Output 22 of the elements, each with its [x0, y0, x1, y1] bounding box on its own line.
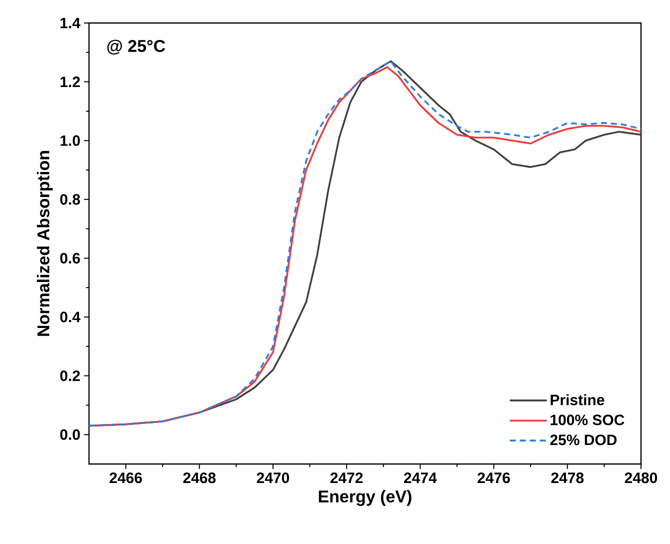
x-tick-label: 2472: [330, 472, 363, 483]
x-tick-label: 2470: [256, 472, 290, 484]
y-tick-label: 0.4: [60, 312, 80, 322]
y-tick-label: 0.0: [60, 429, 80, 440]
x-tick-label: 2480: [624, 472, 658, 484]
x-tick-label: 2474: [404, 472, 437, 483]
y-tick-label: 0.6: [60, 252, 80, 264]
x-tick-label: 2478: [551, 472, 584, 484]
annotation: @ 25°C: [107, 40, 166, 55]
legend-label: Pristine: [550, 394, 604, 406]
y-tick-label: 0.8: [60, 194, 80, 205]
x-tick-label: 2466: [110, 472, 142, 484]
y-tick-label: 1.4: [60, 18, 80, 28]
x-tick-label: 2468: [183, 472, 216, 484]
y-tick-label: 1.2: [60, 76, 80, 88]
x-tick-label: 2476: [478, 472, 510, 484]
legend-label: 100% SOC: [550, 414, 624, 426]
y-axis-title: Normalized Absorption: [36, 151, 53, 336]
legend-label: 25% DOD: [550, 434, 617, 446]
x-axis-title: Energy (eV): [318, 490, 412, 506]
y-tick-label: 0.2: [60, 370, 80, 382]
y-tick-label: 1.0: [60, 135, 80, 146]
